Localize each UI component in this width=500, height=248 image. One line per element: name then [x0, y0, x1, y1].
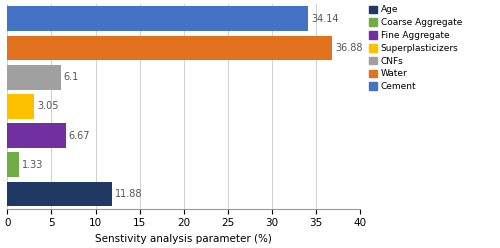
Bar [8, 35, 332, 60]
Bar [8, 65, 61, 90]
Bar [8, 152, 19, 177]
Text: 34.14: 34.14 [311, 14, 338, 24]
X-axis label: Senstivity analysis parameter (%): Senstivity analysis parameter (%) [96, 234, 272, 244]
Bar [8, 6, 308, 31]
Bar [8, 182, 112, 206]
Text: 3.05: 3.05 [37, 101, 58, 111]
Text: 1.33: 1.33 [22, 160, 43, 170]
Text: 36.88: 36.88 [335, 43, 362, 53]
Text: 6.1: 6.1 [64, 72, 79, 82]
Legend: Age, Coarse Aggregate, Fine Aggregate, Superplasticizers, CNFs, Water, Cement: Age, Coarse Aggregate, Fine Aggregate, S… [368, 5, 463, 92]
Text: 6.67: 6.67 [69, 130, 90, 141]
Bar [8, 94, 34, 119]
Bar [8, 123, 66, 148]
Text: 11.88: 11.88 [115, 189, 142, 199]
